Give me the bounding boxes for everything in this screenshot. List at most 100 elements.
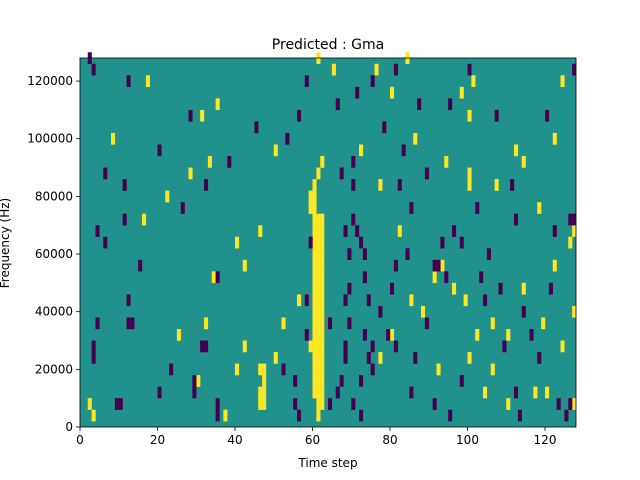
heatmap-cell-high — [223, 409, 228, 422]
heatmap-cell-low — [548, 282, 553, 295]
heatmap-cell-low — [564, 409, 569, 422]
heatmap-cell-high — [308, 340, 313, 353]
heatmap-cell-low — [138, 259, 143, 272]
heatmap-cell-high — [463, 294, 468, 307]
heatmap-cell-high — [413, 132, 418, 145]
heatmap-cell-high — [467, 352, 472, 364]
heatmap-cell-high — [312, 259, 317, 272]
heatmap-cell-high — [467, 109, 472, 122]
heatmap-cell-low — [188, 109, 193, 122]
heatmap-cell-low — [118, 398, 123, 410]
heatmap-cell-high — [235, 236, 240, 249]
heatmap-cell-low — [285, 132, 290, 145]
heatmap-cell-low — [568, 398, 573, 410]
heatmap-cell-low — [393, 259, 398, 272]
heatmap-cell-high — [436, 363, 441, 376]
heatmap-cell-high — [165, 190, 170, 203]
heatmap-cell-high — [494, 179, 499, 191]
heatmap-cell-high — [312, 305, 317, 318]
heatmap-cell-high — [316, 167, 321, 180]
x-tick-label: 40 — [227, 433, 242, 447]
heatmap-cell-high — [378, 179, 383, 191]
heatmap-cell-high — [281, 317, 286, 330]
heatmap-cell-low — [362, 248, 367, 260]
heatmap-cell-low — [417, 98, 422, 111]
heatmap-cell-low — [304, 328, 309, 341]
heatmap-cell-low — [351, 213, 356, 226]
heatmap-cell-low — [440, 236, 445, 249]
heatmap-cell-high — [312, 282, 317, 295]
heatmap-cell-low — [122, 179, 127, 191]
heatmap-cell-high — [572, 305, 577, 318]
heatmap-cell-low — [409, 202, 414, 214]
heatmap-cell-high — [258, 386, 263, 399]
heatmap-cell-low — [444, 271, 449, 284]
heatmap-cell-high — [316, 271, 321, 284]
heatmap-cell-high — [316, 386, 321, 399]
heatmap-cell-high — [308, 190, 313, 203]
heatmap-cell-low — [359, 375, 364, 387]
heatmap-cell-low — [351, 398, 356, 410]
heatmap-cell-high — [320, 386, 325, 399]
heatmap-cell-high — [316, 294, 321, 307]
heatmap-cell-high — [262, 398, 267, 410]
heatmap-cell-low — [370, 363, 375, 376]
heatmap-cell-high — [142, 213, 147, 226]
heatmap-cell-high — [312, 340, 317, 353]
heatmap-cell-low — [355, 225, 360, 237]
heatmap-background — [80, 58, 576, 427]
heatmap-cell-high — [568, 236, 573, 249]
heatmap-cell-low — [200, 340, 205, 353]
heatmap-cell-high — [490, 363, 495, 376]
heatmap-cell-low — [467, 63, 472, 76]
heatmap-cell-low — [293, 375, 298, 387]
heatmap-cell-low — [413, 352, 418, 364]
y-axis-label: Frequency (Hz) — [0, 198, 12, 289]
heatmap-cell-high — [316, 305, 321, 318]
heatmap-cell-low — [397, 179, 402, 191]
heatmap-cell-high — [273, 352, 278, 364]
heatmap-cell-low — [378, 305, 383, 318]
heatmap-cell-low — [362, 328, 367, 341]
heatmap-cell-high — [297, 294, 302, 307]
heatmap-cell-low — [114, 398, 119, 410]
heatmap-cell-high — [316, 409, 321, 422]
heatmap-cell-high — [552, 132, 557, 145]
heatmap-cell-low — [335, 98, 340, 111]
heatmap-cell-high — [312, 363, 317, 376]
heatmap-cell-high — [312, 317, 317, 330]
heatmap-cell-low — [204, 340, 209, 353]
heatmap-cell-low — [351, 156, 356, 168]
heatmap-cell-low — [328, 398, 333, 410]
heatmap-cell-high — [87, 398, 92, 410]
heatmap-cell-high — [467, 167, 472, 180]
heatmap-cell-low — [459, 375, 464, 387]
heatmap-cell-high — [320, 248, 325, 260]
heatmap-cell-high — [204, 317, 209, 330]
heatmap-cell-high — [273, 144, 278, 157]
heatmap-cell-high — [188, 167, 193, 180]
heatmap-cell-high — [262, 363, 267, 376]
heatmap-cell-low — [529, 328, 534, 341]
heatmap-cell-high — [308, 202, 313, 214]
heatmap-cell-high — [91, 409, 96, 422]
heatmap-cell-high — [312, 248, 317, 260]
heatmap-cell-low — [424, 167, 429, 180]
heatmap-cell-high — [452, 282, 457, 295]
heatmap-cell-high — [312, 225, 317, 237]
heatmap-cell-low — [335, 386, 340, 399]
heatmap-cell-high — [320, 340, 325, 353]
heatmap-cell-low — [169, 363, 174, 376]
x-tick-label: 80 — [382, 433, 397, 447]
heatmap-cell-high — [541, 317, 546, 330]
x-axis: 0 20 40 60 80 100 120 — [76, 427, 556, 447]
heatmap-cell-low — [366, 294, 371, 307]
heatmap-cell-low — [227, 156, 232, 168]
heatmap-cell-high — [320, 213, 325, 226]
y-tick-label: 60000 — [35, 247, 73, 261]
heatmap-cell-high — [207, 156, 212, 168]
x-tick-label: 0 — [76, 433, 84, 447]
heatmap-cell-low — [180, 202, 185, 214]
heatmap-cell-low — [343, 340, 348, 353]
heatmap-cell-high — [316, 236, 321, 249]
